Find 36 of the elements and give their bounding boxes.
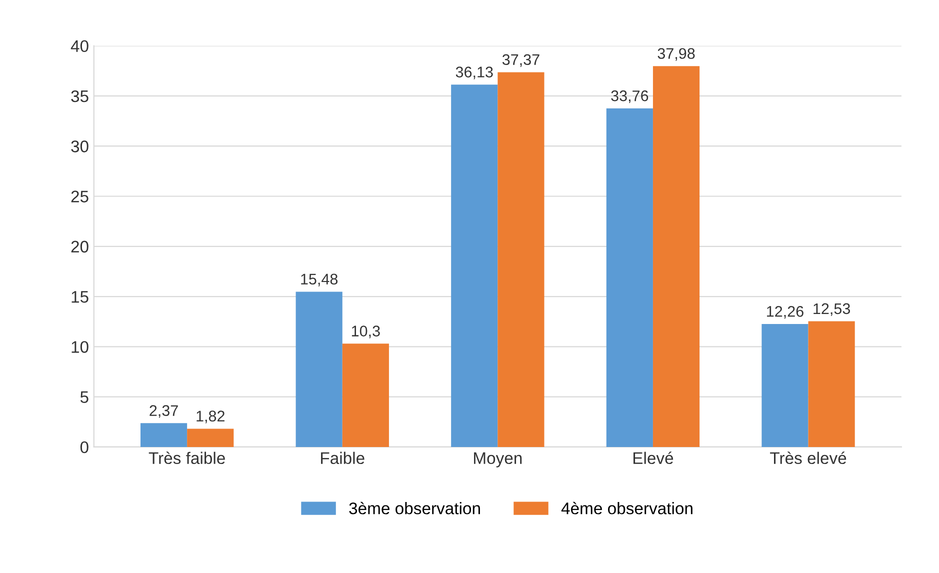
data-label: 12,26 bbox=[767, 306, 804, 319]
x-tick-label: Elevé bbox=[633, 452, 674, 464]
x-tick-label: Faible bbox=[321, 452, 364, 464]
bar bbox=[606, 108, 653, 447]
data-label: 2,37 bbox=[150, 405, 178, 418]
data-label: 15,48 bbox=[301, 274, 338, 286]
bar bbox=[652, 66, 700, 447]
y-tick-label: 5 bbox=[80, 391, 88, 404]
bar bbox=[342, 344, 389, 447]
x-tick-label: Très elevé bbox=[770, 452, 846, 464]
bar bbox=[140, 423, 188, 447]
x-tick-label: Très faible bbox=[148, 452, 225, 464]
y-tick-label: 40 bbox=[70, 40, 88, 52]
bar bbox=[498, 72, 544, 447]
legend-label: 4ème observation bbox=[561, 502, 692, 514]
y-tick-label: 0 bbox=[80, 441, 88, 454]
data-label: 12,53 bbox=[814, 303, 850, 316]
data-label: 10,3 bbox=[352, 326, 380, 338]
y-tick-label: 35 bbox=[71, 90, 88, 102]
y-tick-label: 30 bbox=[71, 140, 88, 152]
data-label: 37,37 bbox=[502, 54, 540, 67]
bar bbox=[762, 324, 808, 447]
bar bbox=[451, 84, 498, 447]
y-tick-label: 10 bbox=[72, 341, 88, 353]
x-tick-label: Moyen bbox=[474, 452, 522, 468]
data-label: 1,82 bbox=[196, 410, 224, 424]
bar bbox=[187, 428, 234, 447]
y-tick-label: 20 bbox=[71, 240, 88, 253]
bar bbox=[296, 292, 342, 447]
bar bbox=[808, 321, 855, 447]
data-label: 36,13 bbox=[456, 66, 493, 80]
y-tick-label: 15 bbox=[72, 291, 88, 303]
data-label: 37,98 bbox=[658, 48, 695, 61]
data-label: 33,76 bbox=[611, 90, 648, 104]
y-tick-label: 25 bbox=[71, 190, 88, 202]
legend-label: 3ème observation bbox=[349, 502, 480, 514]
